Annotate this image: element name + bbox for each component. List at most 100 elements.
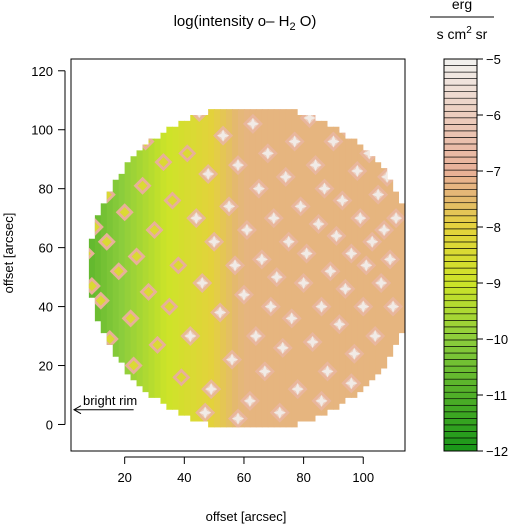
colorbar-tick-label: −6 xyxy=(486,108,501,123)
intensity-map xyxy=(88,78,405,434)
colorbar-ticks: −12 −11 −10 −9 −8 −7 −6 −5 xyxy=(477,52,508,459)
colorbar-band xyxy=(443,254,478,262)
bright-clump xyxy=(290,196,311,217)
bright-clump xyxy=(341,243,362,264)
bright-clump xyxy=(145,220,164,239)
map-column xyxy=(309,103,317,434)
bright-clumps xyxy=(88,78,405,429)
bright-clump xyxy=(148,335,167,354)
map-column xyxy=(154,103,162,434)
map-column xyxy=(94,103,102,434)
colorbar-band xyxy=(443,326,478,334)
y-tick-label: 80 xyxy=(39,182,53,197)
colorbar-tick-label: −9 xyxy=(486,276,501,291)
bright-clump xyxy=(332,190,353,211)
bright-clump xyxy=(139,282,158,301)
bright-clump xyxy=(269,103,290,111)
bright-rim-arrowhead xyxy=(72,405,82,415)
map-column xyxy=(184,103,191,434)
map-column xyxy=(220,103,227,434)
bright-clump xyxy=(198,163,219,184)
colorbar-band xyxy=(443,280,478,288)
y-tick-label: 100 xyxy=(31,123,53,138)
map-column xyxy=(244,103,251,434)
map-column xyxy=(285,103,293,434)
bright-clump xyxy=(326,225,347,246)
bright-clump xyxy=(248,178,269,199)
bright-clump xyxy=(323,131,344,152)
map-column xyxy=(232,103,239,434)
bright-clump xyxy=(368,184,389,205)
bright-clump xyxy=(374,219,395,240)
chart-title: log(intensity o– H2 O) xyxy=(174,13,317,33)
map-column xyxy=(381,103,388,434)
colorbar-band xyxy=(443,235,478,243)
map-column xyxy=(273,103,281,434)
map-column xyxy=(261,103,269,434)
map-column xyxy=(160,103,168,434)
map-column xyxy=(208,103,215,434)
bright-clump xyxy=(210,302,231,323)
colorbar-band xyxy=(443,91,478,99)
bright-clump xyxy=(353,296,374,317)
bright-rim-annotation: bright rim xyxy=(72,393,137,415)
colorbar-band xyxy=(443,176,478,184)
chart-title-tail: O) xyxy=(296,13,317,30)
map-column xyxy=(190,103,197,434)
map-column xyxy=(297,103,305,434)
map-column xyxy=(106,103,114,434)
map-column xyxy=(303,103,311,434)
y-tick-label: 60 xyxy=(39,241,53,256)
map-column xyxy=(393,103,400,434)
colorbar: erg s cm2 sr −12 −11 −10 −9 −8 −7 −6 −5 xyxy=(430,0,508,459)
colorbar-band xyxy=(443,404,478,413)
map-column xyxy=(178,103,185,434)
colorbar-unit-denominator: s cm2 sr xyxy=(437,25,488,42)
colorbar-band xyxy=(443,117,478,125)
colorbar-band xyxy=(443,248,478,256)
bright-clump xyxy=(311,390,332,411)
map-column xyxy=(333,103,340,434)
colorbar-tick-label: −7 xyxy=(486,164,501,179)
map-column xyxy=(249,103,257,434)
bright-clump xyxy=(320,261,341,282)
bright-clump xyxy=(88,276,101,295)
bright-clump xyxy=(210,78,230,98)
bright-clump xyxy=(213,125,234,146)
map-column xyxy=(315,103,323,434)
map-column xyxy=(148,103,156,434)
colorbar-band xyxy=(443,424,478,432)
colorbar-band xyxy=(443,359,478,367)
colorbar-band xyxy=(443,385,478,393)
bright-clump xyxy=(204,231,225,252)
bright-clump xyxy=(335,278,356,299)
x-tick-label: 100 xyxy=(352,470,374,485)
colorbar-frame xyxy=(443,58,478,452)
bright-clump xyxy=(269,402,290,423)
bright-clump xyxy=(272,337,293,358)
colorbar-band xyxy=(443,202,478,210)
map-column xyxy=(375,103,382,434)
colorbar-band xyxy=(443,333,478,341)
map-column xyxy=(202,103,209,434)
y-axis: 0 20 40 60 80 100 120 xyxy=(31,64,66,432)
map-column xyxy=(267,103,275,434)
colorbar-unit-sup: 2 xyxy=(466,25,472,36)
bright-clump xyxy=(192,273,213,293)
colorbar-tick-label: −11 xyxy=(486,388,507,403)
x-tick-label: 40 xyxy=(177,470,191,485)
map-column xyxy=(345,103,352,434)
chart-title-sub: 2 xyxy=(289,21,295,33)
x-tick-label: 20 xyxy=(117,470,131,485)
colorbar-band xyxy=(443,143,478,151)
bright-clump xyxy=(317,103,338,111)
bright-clump xyxy=(222,349,243,370)
bright-clump xyxy=(383,296,404,317)
colorbar-band xyxy=(443,320,478,328)
bright-clump xyxy=(172,368,191,387)
colorbar-band xyxy=(443,306,478,315)
bright-clump xyxy=(201,379,222,400)
y-tick-label: 120 xyxy=(31,64,53,79)
bright-clump xyxy=(308,214,329,235)
